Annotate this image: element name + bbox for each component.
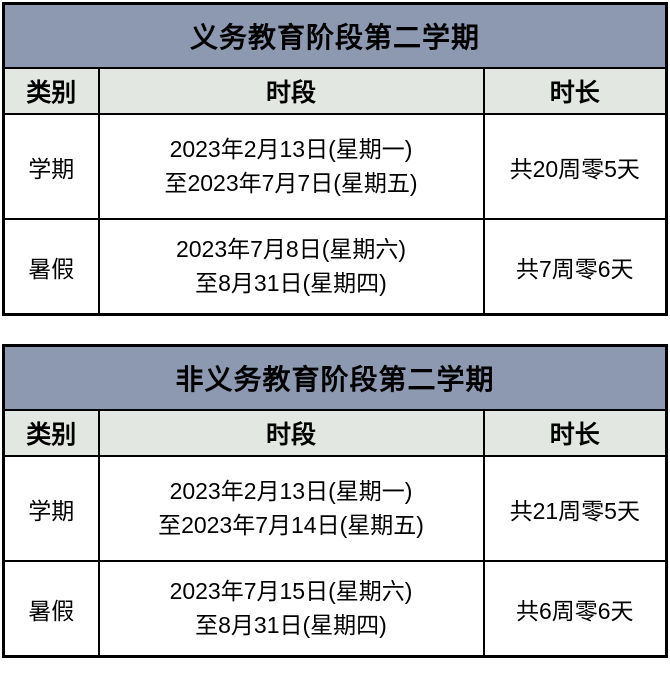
column-header-row: 类别 时段 时长 [2, 67, 668, 115]
period-line-end: 至2023年7月7日(星期五) [164, 169, 418, 196]
duration-cell: 共7周零6天 [482, 218, 668, 316]
column-header-duration: 时长 [482, 409, 668, 457]
table-title-non-compulsory: 非义务教育阶段第二学期 [2, 344, 668, 411]
column-header-period: 时段 [97, 67, 485, 115]
column-header-category: 类别 [2, 409, 100, 457]
table-title-compulsory: 义务教育阶段第二学期 [2, 2, 668, 69]
schedule-table-non-compulsory: 非义务教育阶段第二学期 类别 时段 时长 学期 2023年2月13日(星期一) … [2, 344, 669, 658]
table-row-semester: 学期 2023年2月13日(星期一) 至2023年7月14日(星期五) 共21周… [2, 455, 668, 562]
period-line-end: 至8月31日(星期四) [195, 611, 387, 638]
schedule-table-compulsory: 义务教育阶段第二学期 类别 时段 时长 学期 2023年2月13日(星期一) 至… [2, 2, 668, 316]
period-line-end: 至2023年7月14日(星期五) [158, 511, 424, 538]
column-header-period: 时段 [97, 409, 485, 457]
table-row-semester: 学期 2023年2月13日(星期一) 至2023年7月7日(星期五) 共20周零… [2, 113, 668, 220]
column-header-duration: 时长 [482, 67, 668, 115]
period-line-start: 2023年2月13日(星期一) [169, 136, 413, 163]
period-cell: 2023年7月8日(星期六) 至8月31日(星期四) [97, 218, 485, 316]
table-row-summer-vacation: 暑假 2023年7月8日(星期六) 至8月31日(星期四) 共7周零6天 [2, 218, 668, 316]
category-cell: 暑假 [2, 218, 100, 316]
period-line-end: 至8月31日(星期四) [195, 269, 387, 296]
table-row-summer-vacation: 暑假 2023年7月15日(星期六) 至8月31日(星期四) 共6周零6天 [2, 560, 668, 658]
column-header-category: 类别 [2, 67, 100, 115]
duration-cell: 共21周零5天 [482, 455, 668, 562]
title-band-row: 非义务教育阶段第二学期 [2, 344, 668, 411]
title-band-row: 义务教育阶段第二学期 [2, 2, 668, 69]
period-cell: 2023年2月13日(星期一) 至2023年7月7日(星期五) [97, 113, 485, 220]
category-cell: 学期 [2, 113, 100, 220]
period-line-start: 2023年2月13日(星期一) [169, 478, 413, 505]
period-cell: 2023年7月15日(星期六) 至8月31日(星期四) [97, 560, 485, 658]
period-line-start: 2023年7月15日(星期六) [169, 578, 413, 605]
column-header-row: 类别 时段 时长 [2, 409, 668, 457]
period-line-start: 2023年7月8日(星期六) [175, 236, 407, 263]
duration-cell: 共6周零6天 [482, 560, 668, 658]
category-cell: 暑假 [2, 560, 100, 658]
duration-cell: 共20周零5天 [482, 113, 668, 220]
period-cell: 2023年2月13日(星期一) 至2023年7月14日(星期五) [97, 455, 485, 562]
category-cell: 学期 [2, 455, 100, 562]
